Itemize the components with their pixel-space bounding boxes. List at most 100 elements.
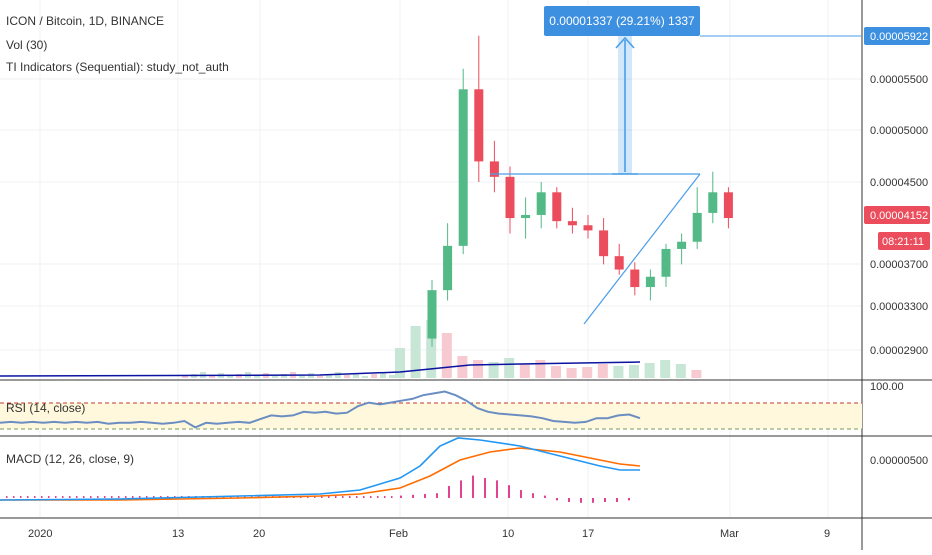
volume-bar: [582, 367, 593, 378]
volume-bar: [457, 356, 468, 378]
time-label: 2020: [28, 528, 52, 540]
macd-hist-bar: [592, 498, 594, 503]
volume-bar: [535, 360, 546, 378]
candle-body: [552, 192, 562, 222]
macd-hist-bar: [111, 496, 113, 498]
volume-bar: [299, 375, 305, 378]
macd-hist-bar: [34, 496, 36, 498]
time-label: Mar: [720, 528, 739, 540]
last-price-badge: [864, 206, 930, 224]
volume-bar: [551, 366, 561, 378]
macd-hist-bar: [6, 496, 8, 498]
candle-body: [505, 176, 515, 219]
volume-bar: [675, 364, 686, 378]
macd-hist-bar: [13, 496, 15, 498]
macd-hist-bar: [377, 496, 379, 498]
volume-bar: [519, 364, 530, 378]
volume-bar: [380, 372, 386, 378]
candles: [427, 35, 733, 347]
measure-label-box[interactable]: 0.00001337 (29.21%) 1337: [544, 6, 700, 36]
macd-hist-bar: [153, 496, 155, 498]
macd-hist-bar: [244, 496, 246, 498]
macd-hist-bar: [604, 498, 606, 502]
macd-hist-bar: [472, 475, 474, 498]
target-price-badge: [864, 27, 930, 45]
price-tick-label: 0.00003700: [870, 259, 928, 271]
macd-hist-bar: [132, 496, 134, 498]
volume-bar: [441, 333, 452, 378]
macd-hist-bar: [321, 496, 323, 498]
macd-hist-bar: [628, 498, 630, 501]
macd-hist-bar: [391, 496, 393, 498]
triangle-support-line[interactable]: [583, 173, 701, 325]
volume-bar: [395, 348, 405, 378]
macd-hist-bar: [349, 496, 351, 498]
volume-ma-line: [0, 361, 641, 377]
macd-hist-bar: [568, 498, 570, 502]
countdown-label: 08:21:11: [882, 236, 924, 248]
time-label: 13: [172, 528, 184, 540]
macd-hist-bar: [104, 496, 106, 498]
macd-hist-bar: [20, 496, 22, 498]
volume-bar: [597, 364, 608, 378]
macd-hist-bar: [41, 496, 43, 498]
macd-hist-bar: [55, 496, 57, 498]
candle-body: [521, 214, 531, 219]
triangle-drawing[interactable]: [490, 173, 701, 325]
macd-label: MACD (12, 26, close, 9): [6, 452, 134, 466]
candle-body: [458, 89, 468, 246]
volume-bar: [353, 373, 359, 378]
candle-body: [723, 192, 733, 219]
macd-hist-bar: [448, 486, 450, 498]
measure-arrow-head: [615, 36, 635, 49]
time-label: 20: [253, 528, 265, 540]
macd-hist-bar: [384, 496, 386, 498]
macd-hist-bar: [508, 485, 510, 498]
rsi-line: [0, 390, 641, 429]
macd-hist-bar: [118, 496, 120, 498]
candle-body: [661, 248, 671, 277]
candle-body: [567, 221, 577, 226]
macd-hist-bar: [436, 493, 438, 498]
rsi-label: RSI (14, close): [6, 401, 85, 415]
time-label: Feb: [389, 528, 408, 540]
macd-axis-label: 0.00000500: [870, 455, 928, 467]
macd-hist-bar: [62, 496, 64, 498]
macd-hist-bar: [97, 496, 99, 498]
volume-bar: [389, 375, 395, 378]
macd-hist-bar: [146, 496, 148, 498]
volume-bar: [629, 365, 639, 378]
candle-body: [583, 225, 593, 231]
volume-bar: [272, 376, 278, 378]
candle-body: [708, 192, 718, 213]
macd-hist-bar: [335, 496, 337, 498]
macd-signal-line: [0, 447, 641, 501]
price-tick-label: 0.00002900: [870, 345, 928, 357]
macd-hist-bar: [544, 495, 546, 498]
macd-hist-bar: [363, 496, 365, 498]
time-axis[interactable]: 2020 13 20 Feb 10 17 Mar 9: [28, 528, 830, 540]
candle-body: [489, 161, 499, 177]
macd-hist-bar: [90, 496, 92, 498]
volume-bar: [227, 376, 233, 378]
macd-hist-bar: [342, 496, 344, 498]
macd-hist-bar: [328, 496, 330, 498]
macd-hist-bar: [496, 480, 498, 498]
macd-hist-bar: [69, 496, 71, 498]
price-range-measure[interactable]: [612, 35, 862, 175]
volume-study-label[interactable]: Vol (30): [6, 38, 48, 52]
macd-hist-bar: [400, 495, 402, 498]
macd-hist-bar: [76, 496, 78, 498]
ti-study-label[interactable]: TI Indicators (Sequential): study_not_au…: [6, 60, 229, 74]
price-tick-label: 0.00005000: [870, 125, 928, 137]
volume-bar: [281, 374, 287, 378]
candle-body: [614, 256, 624, 270]
macd-hist-bar: [356, 496, 358, 498]
rsi-band: [0, 403, 862, 429]
candle-body: [677, 241, 687, 249]
volume-bar: [488, 362, 499, 378]
symbol-title[interactable]: ICON / Bitcoin, 1D, BINANCE: [6, 14, 165, 28]
macd-hist-bar: [314, 496, 316, 498]
price-axis[interactable]: 0.00005500 0.00005000 0.00004500 0.00003…: [870, 74, 928, 357]
